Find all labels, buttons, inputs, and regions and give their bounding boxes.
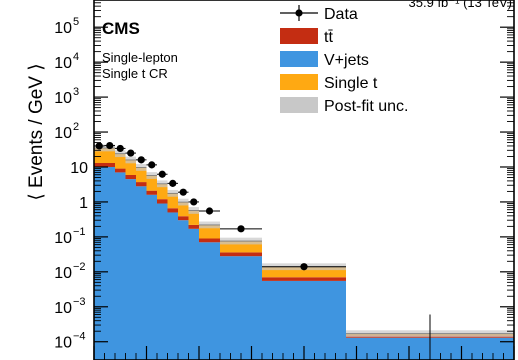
bar-v-jets-bin-5 <box>146 194 157 360</box>
y-tick-label-8: 10 <box>54 300 72 317</box>
bar-v-jets-bin-9 <box>188 228 199 360</box>
legend: Data tt̄ V+jets Single t Post-fit unc. <box>280 5 408 115</box>
y-tick-exponent-8: −3 <box>73 296 86 308</box>
bar-single-t-bin-11 <box>220 241 262 253</box>
bar-single-t-bin-5 <box>146 175 157 191</box>
bar-tt--bin-4 <box>136 182 147 187</box>
bar-single-t-bin-7 <box>167 193 178 209</box>
y-tick-exponent-1: 4 <box>73 51 79 63</box>
y-tick-label-3: 10 <box>54 125 72 142</box>
legend-swatch-1 <box>280 28 318 44</box>
legend-data-marker <box>295 9 303 17</box>
data-point-bin-10 <box>205 207 214 215</box>
bar-single-t-bin-0 <box>94 147 105 164</box>
bar-v-jets-bin-10 <box>199 242 220 360</box>
y-tick-label-4: 10 <box>70 160 88 177</box>
data-point-bin-6 <box>158 170 166 178</box>
bar-tt--bin-10 <box>199 238 220 243</box>
x-axis-ticks <box>93 346 515 360</box>
y-tick-label-7: 10 <box>54 265 72 282</box>
bar-v-jets-bin-7 <box>167 212 178 360</box>
bar-tt--bin-3 <box>125 174 136 180</box>
legend-label-1: tt̄ <box>324 29 333 46</box>
data-point-bin-4 <box>137 156 145 164</box>
bar-v-jets-bin-8 <box>178 220 189 360</box>
stack-layer <box>94 147 514 360</box>
y-tick-exponent-3: 2 <box>73 121 79 133</box>
bar-tt--bin-2 <box>115 168 126 173</box>
plot-frame <box>93 0 515 360</box>
bar-single-t-bin-9 <box>188 210 199 225</box>
bar-tt--bin-8 <box>178 216 189 221</box>
data-point-bin-11 <box>237 225 245 233</box>
data-point-bin-2 <box>116 144 124 153</box>
region-label: Single t CR <box>102 66 168 81</box>
data-point-bin-8 <box>179 188 187 196</box>
bar-v-jets-bin-11 <box>220 256 262 360</box>
bar-tt--bin-0 <box>94 163 105 167</box>
data-point-bin-9 <box>190 198 198 206</box>
y-tick-label-2: 10 <box>54 90 72 107</box>
bar-tt--bin-9 <box>188 224 199 229</box>
y-tick-label-5: 1 <box>79 195 88 212</box>
y-axis-label: ⟨ Events / GeV ⟩ <box>26 63 47 200</box>
y-tick-label-6: 10 <box>54 230 72 247</box>
legend-label-3: Single t <box>324 75 378 92</box>
data-point-bin-5 <box>148 161 156 169</box>
legend-label-4: Post-fit unc. <box>324 98 408 115</box>
bar-single-t-bin-3 <box>125 159 136 175</box>
y-tick-label-9: 10 <box>54 335 72 352</box>
cms-label: CMS <box>102 19 140 38</box>
y-tick-label-0: 10 <box>54 20 72 37</box>
bar-tt--bin-12 <box>262 277 346 281</box>
bar-single-t-bin-1 <box>104 147 115 164</box>
bar-v-jets-bin-1 <box>104 166 115 360</box>
bar-tt--bin-1 <box>104 163 115 167</box>
y-tick-exponent-7: −2 <box>73 261 86 273</box>
data-point-bin-1 <box>106 141 114 150</box>
bar-tt--bin-7 <box>167 208 178 213</box>
legend-swatch-3 <box>280 74 318 90</box>
data-point-bin-3 <box>127 149 135 157</box>
y-tick-exponent-6: −1 <box>73 226 86 238</box>
data-point-bin-7 <box>169 179 177 187</box>
legend-swatch-2 <box>280 51 318 67</box>
y-tick-label-1: 10 <box>54 55 72 72</box>
y-tick-exponent-9: −4 <box>73 331 86 343</box>
bar-v-jets-bin-3 <box>125 179 136 360</box>
bar-tt--bin-6 <box>157 199 168 204</box>
bar-single-t-bin-6 <box>157 183 168 200</box>
bar-single-t-bin-10 <box>199 224 220 239</box>
legend-label-0: Data <box>324 6 358 23</box>
data-points-layer <box>94 141 431 360</box>
y-tick-exponent-0: 5 <box>73 16 79 28</box>
bar-v-jets-bin-6 <box>157 203 168 360</box>
bar-tt--bin-11 <box>220 252 262 257</box>
channel-label: Single-lepton <box>102 50 178 65</box>
lumi-label: 35.9 fb⁻¹ (13 TeV) <box>409 0 512 10</box>
data-point-bin-12 <box>300 263 308 271</box>
legend-label-2: V+jets <box>324 52 369 69</box>
bar-tt--bin-5 <box>146 190 157 195</box>
bar-single-t-bin-12 <box>262 266 346 278</box>
legend-swatch-4 <box>280 97 318 113</box>
bar-single-t-bin-4 <box>136 167 147 183</box>
bar-single-t-bin-8 <box>178 202 189 217</box>
y-tick-exponent-2: 3 <box>73 86 79 98</box>
bar-v-jets-bin-4 <box>136 186 147 360</box>
bar-v-jets-bin-2 <box>115 172 126 360</box>
bar-single-t-bin-2 <box>115 153 126 169</box>
bar-v-jets-bin-0 <box>94 166 105 360</box>
